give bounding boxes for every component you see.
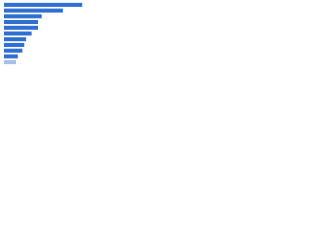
bar xyxy=(4,25,39,30)
bar xyxy=(4,2,83,7)
bar xyxy=(4,20,39,25)
bar xyxy=(4,60,16,65)
bar xyxy=(4,31,32,36)
bar xyxy=(4,54,18,59)
bar xyxy=(4,8,63,13)
bar xyxy=(4,14,42,19)
bar xyxy=(4,37,27,42)
bar xyxy=(4,48,23,53)
bar xyxy=(4,42,25,47)
chart xyxy=(4,2,83,65)
